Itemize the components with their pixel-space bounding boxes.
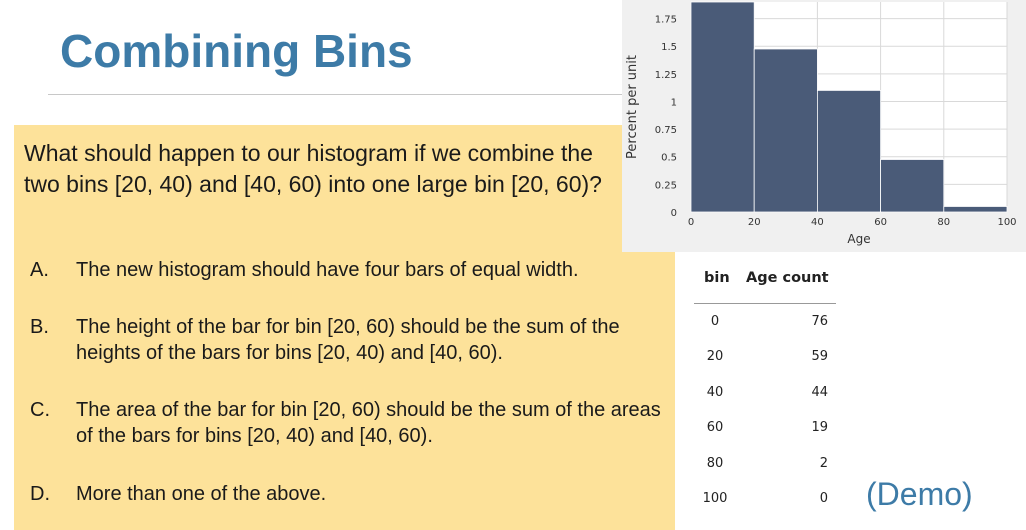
table-cell-age-count: 44 <box>811 385 828 400</box>
table-cell-bin: 80 <box>706 456 724 471</box>
histogram-chart: 0 0.25 0.5 0.75 1 1.25 1.5 1.75 0 20 40 60 80 100 Age P… <box>622 0 1026 252</box>
x-tick-label: 100 <box>997 217 1016 228</box>
table-cell-bin: 100 <box>702 491 728 506</box>
histogram-bar <box>816 90 881 213</box>
x-tick-label: 0 <box>688 217 694 228</box>
demo-label: (Demo) <box>866 476 973 512</box>
y-tick-label: 0.75 <box>655 125 677 136</box>
histogram-bar <box>690 1 755 213</box>
x-tick-label: 40 <box>811 217 824 228</box>
question-box <box>14 125 675 530</box>
x-tick-label: 20 <box>748 217 761 228</box>
y-tick-label: 0.5 <box>661 153 677 164</box>
x-tick-label: 60 <box>874 217 887 228</box>
table-cell-age-count: 0 <box>819 491 828 506</box>
y-tick-label: 0 <box>671 208 677 219</box>
y-tick-label: 1.25 <box>655 70 677 81</box>
y-tick-label: 0.25 <box>655 180 677 191</box>
slide-title: Combining Bins <box>60 25 413 77</box>
histogram-bar <box>880 159 945 213</box>
y-tick-label: 1.5 <box>661 42 677 53</box>
histogram-bar <box>943 206 1008 213</box>
option-text: The area of the bar for bin [20, 60) sho… <box>76 399 661 447</box>
table-cell-bin: 60 <box>706 420 724 435</box>
table-header-bin: bin <box>704 270 730 286</box>
table-cell-age-count: 76 <box>811 314 828 329</box>
table-header-age-count: Age count <box>746 270 829 286</box>
x-axis-label: Age <box>847 232 870 246</box>
table-cell-age-count: 2 <box>819 456 828 471</box>
option-letter: D. <box>30 483 50 505</box>
y-tick-label: 1.75 <box>655 15 677 26</box>
option-letter: C. <box>30 399 50 421</box>
option-letter: A. <box>30 259 49 281</box>
table-cell-bin: 0 <box>710 314 720 329</box>
y-tick-label: 1 <box>671 97 677 108</box>
option-letter: B. <box>30 316 49 338</box>
table-cell-bin: 20 <box>706 349 724 364</box>
option-text: The new histogram should have four bars … <box>76 259 579 281</box>
table-cell-age-count: 59 <box>811 349 828 364</box>
y-axis-label: Percent per unit <box>625 55 640 159</box>
table-cell-bin: 40 <box>706 385 724 400</box>
table-header-rule <box>694 303 836 304</box>
option-text: The height of the bar for bin [20, 60) s… <box>76 316 620 364</box>
option-text: More than one of the above. <box>76 483 327 505</box>
x-tick-label: 80 <box>937 217 950 228</box>
histogram-svg: 0 0.25 0.5 0.75 1 1.25 1.5 1.75 0 20 40 60 80 100 Age P… <box>625 1 1017 246</box>
title-divider <box>48 94 623 95</box>
histogram-bar <box>753 48 818 213</box>
question-text: What should happen to our histogram if w… <box>24 140 602 197</box>
table-cell-age-count: 19 <box>811 420 828 435</box>
